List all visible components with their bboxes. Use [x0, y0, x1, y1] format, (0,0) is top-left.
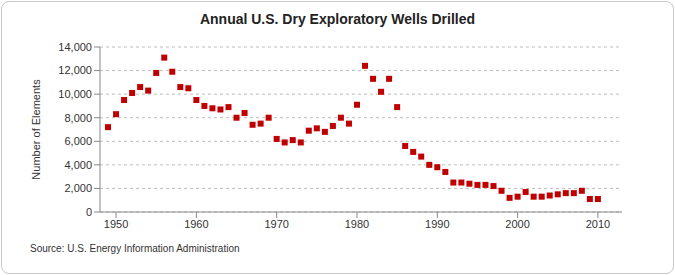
svg-text:1950: 1950	[104, 218, 128, 230]
svg-text:8,000: 8,000	[64, 112, 92, 124]
svg-text:2,000: 2,000	[64, 182, 92, 194]
svg-text:14,000: 14,000	[58, 41, 92, 53]
svg-text:6,000: 6,000	[64, 135, 92, 147]
svg-text:1960: 1960	[184, 218, 208, 230]
svg-text:1970: 1970	[264, 218, 288, 230]
svg-text:10,000: 10,000	[58, 88, 92, 100]
svg-text:4,000: 4,000	[64, 159, 92, 171]
svg-text:1990: 1990	[425, 218, 449, 230]
html-text:Source: U.S. Energy Informatio: Source: U.S. Energy Information Administ…	[30, 243, 240, 254]
svg-text:1980: 1980	[345, 218, 369, 230]
svg-text:2000: 2000	[505, 218, 529, 230]
svg-text:Number of Elements: Number of Elements	[30, 79, 42, 180]
svg-text:2010: 2010	[586, 218, 610, 230]
svg-text:0: 0	[86, 206, 92, 218]
svg-text:12,000: 12,000	[58, 64, 92, 76]
html-text:Annual U.S. Dry Exploratory We: Annual U.S. Dry Exploratory Wells Drille…	[199, 11, 476, 27]
